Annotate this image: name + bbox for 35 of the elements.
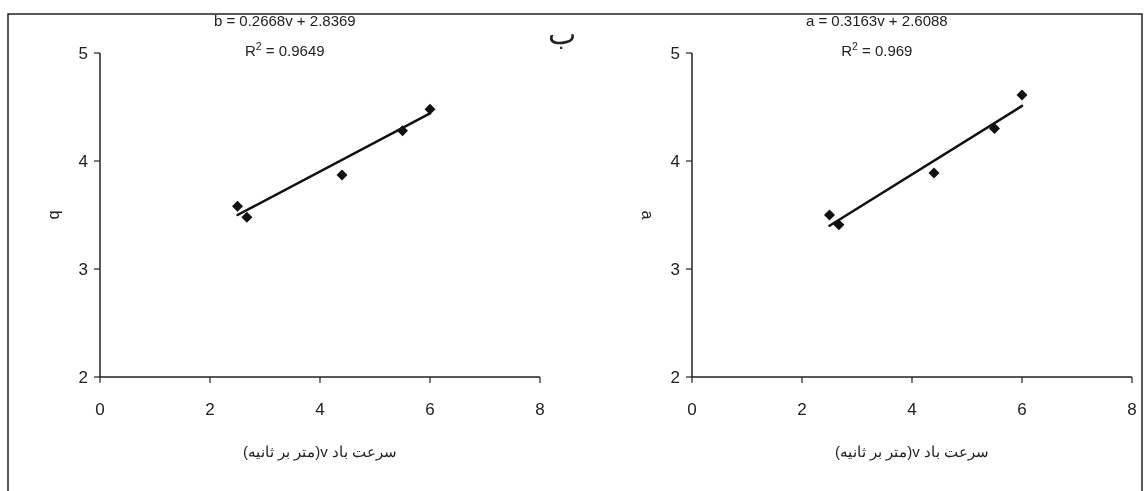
- x-tick-label: 8: [535, 400, 545, 419]
- y-tick-label: 4: [670, 152, 680, 171]
- y-tick-label: 5: [78, 44, 88, 63]
- x-tick-label: 2: [205, 400, 215, 419]
- annotation: R$^{2}$ = 0.969: [841, 40, 913, 59]
- point: [1016, 89, 1028, 101]
- point: [824, 209, 835, 221]
- point: [928, 167, 940, 179]
- x-axis-title: سرعت باد v(متر بر ثانیه): [834, 443, 990, 461]
- y-tick-label: 3: [78, 260, 88, 279]
- text: a = 0.3163v + 2.6088: [805, 12, 948, 29]
- x-axis-title: سرعت باد v(متر بر ثانیه): [242, 443, 398, 461]
- y-tick-label: 2: [670, 368, 680, 387]
- x-tick-label: 2: [797, 400, 807, 419]
- y-tick-label: 3: [670, 260, 680, 279]
- x-tick-label: 6: [1017, 400, 1027, 419]
- point: [232, 200, 243, 212]
- x-tick-label: 4: [907, 400, 917, 419]
- annotation: R$^{2}$ = 0.9649: [244, 40, 325, 59]
- x-tick-label: 8: [1127, 400, 1137, 419]
- x-tick-label: 0: [95, 400, 105, 419]
- point: [424, 103, 436, 115]
- point: [989, 123, 1000, 135]
- point: [336, 169, 348, 181]
- y-tick-label: 2: [78, 368, 88, 387]
- x-tick-label: 6: [425, 400, 435, 419]
- y-tick-label: 5: [670, 44, 680, 63]
- text: b = 0.2668v + 2.8369: [213, 12, 356, 29]
- y-axis-title: b: [47, 210, 64, 220]
- chart-title: ب: [548, 17, 576, 50]
- y-tick-label: 4: [78, 152, 88, 171]
- x-tick-label: 0: [687, 400, 697, 419]
- y-axis-title: a: [639, 210, 656, 220]
- x-tick-label: 4: [315, 400, 325, 419]
- point: [241, 211, 253, 223]
